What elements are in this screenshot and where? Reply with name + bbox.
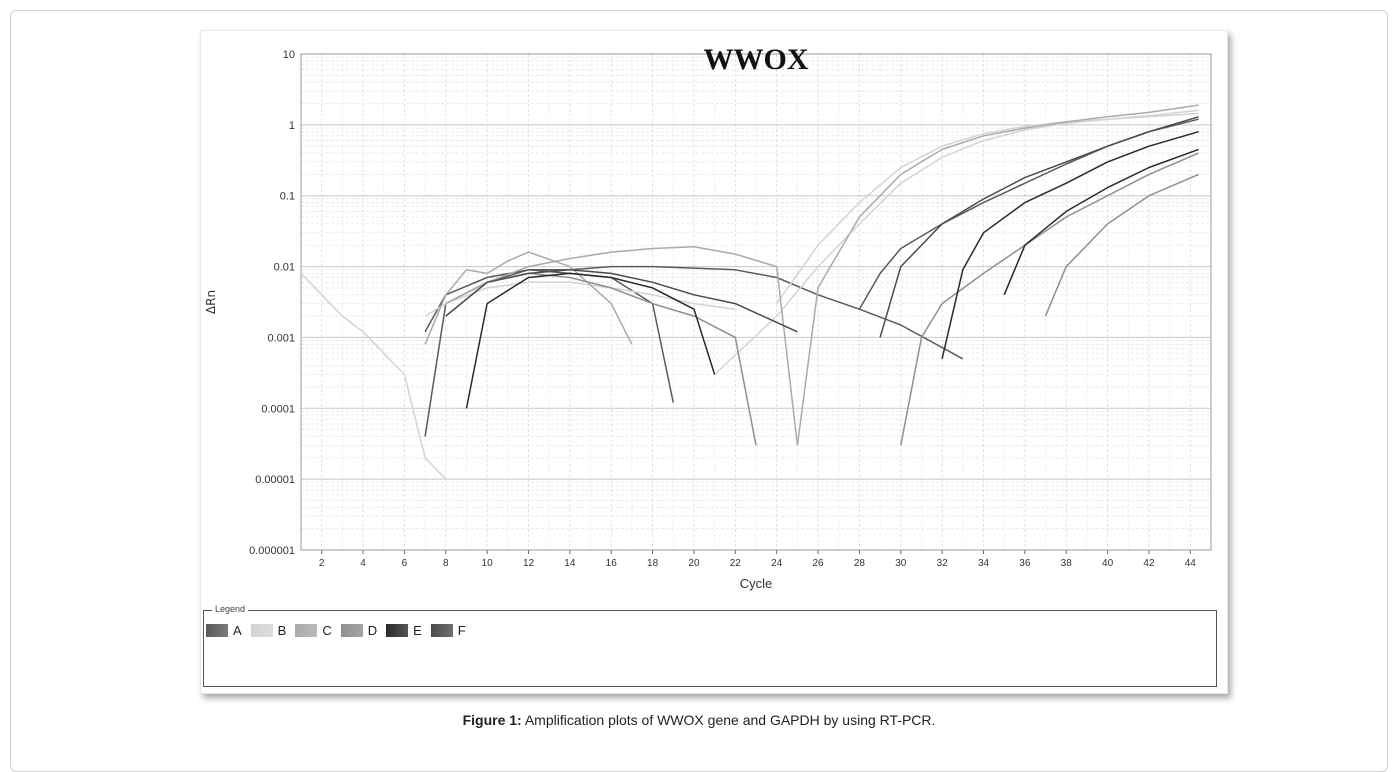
series-line-c — [424, 251, 633, 345]
y-tick-label: 10 — [283, 49, 295, 61]
x-tick-label: 18 — [647, 558, 659, 569]
x-tick-label: 26 — [812, 558, 824, 569]
legend-swatch — [295, 624, 318, 637]
x-tick-label: 36 — [1019, 558, 1031, 569]
legend-items: A B C D E F — [206, 623, 475, 638]
x-tick-label: 2 — [319, 558, 325, 569]
y-tick-label: 0.00001 — [255, 474, 295, 486]
caption-text: Amplification plots of WWOX gene and GAP… — [521, 712, 936, 728]
x-tick-label: 4 — [360, 558, 366, 569]
series-line-c — [796, 104, 1199, 446]
series-line-e — [941, 130, 1199, 359]
series-line-b — [424, 281, 736, 317]
series-line-b — [776, 112, 1199, 305]
chart-title: WWOX — [704, 43, 809, 76]
x-tick-label: 14 — [564, 558, 576, 569]
x-tick-label: 12 — [523, 558, 535, 569]
legend-item-a: A — [206, 623, 242, 638]
x-tick-label: 20 — [688, 558, 700, 569]
y-tick-label: 0.01 — [274, 262, 295, 274]
legend-item-c: C — [295, 623, 332, 638]
legend-label: B — [277, 623, 287, 638]
figure-caption: Figure 1: Amplification plots of WWOX ge… — [0, 712, 1398, 728]
series-line-f — [445, 269, 798, 333]
series-line-b — [300, 272, 447, 480]
legend-item-b: B — [250, 623, 287, 638]
legend-swatch — [206, 624, 228, 637]
series-line-e — [1003, 148, 1199, 296]
legend-box: Legend A B C D E F — [203, 604, 1217, 687]
x-axis-label: Cycle — [740, 576, 773, 591]
legend-swatch — [340, 624, 363, 637]
x-tick-label: 22 — [730, 558, 742, 569]
series-line-f — [879, 116, 1199, 338]
x-tick-label: 10 — [482, 558, 494, 569]
legend-swatch — [430, 624, 453, 637]
y-tick-label: 0.1 — [280, 191, 295, 203]
series-line-e — [465, 272, 716, 409]
y-tick-label: 0.001 — [267, 332, 295, 344]
x-tick-label: 24 — [771, 558, 783, 569]
legend-swatch — [386, 624, 409, 637]
x-tick-label: 8 — [443, 558, 449, 569]
plot-area-border — [300, 53, 1212, 551]
y-tick-label: 1 — [289, 120, 295, 132]
series-line-c — [445, 246, 799, 446]
legend-label: A — [233, 623, 242, 638]
caption-label: Figure 1: — [462, 712, 522, 728]
legend-item-d: D — [340, 623, 378, 638]
x-tick-label: 44 — [1185, 558, 1197, 569]
legend-label: E — [413, 623, 422, 638]
legend-title: Legend — [212, 604, 249, 614]
x-tick-label: 42 — [1143, 558, 1155, 569]
y-axis-label: ΔRn — [204, 290, 218, 314]
series-line-a — [858, 118, 1199, 310]
series-line-a — [424, 265, 964, 360]
x-tick-label: 34 — [978, 558, 990, 569]
legend-label: D — [367, 623, 378, 638]
legend-swatch — [250, 624, 273, 637]
y-tick-label: 0.0001 — [261, 403, 295, 415]
legend-label: F — [457, 623, 466, 638]
figure-panel: 10 1 0.1 0.01 0.001 0.0001 0.00001 0.000001 2 4 6 8… — [200, 30, 1228, 694]
x-tick-label: 16 — [606, 558, 618, 569]
series-line-d — [900, 152, 1199, 446]
y-tick-label: 0.000001 — [249, 545, 295, 557]
x-tick-label: 30 — [895, 558, 907, 569]
x-tick-label: 38 — [1061, 558, 1073, 569]
series-line-d — [1044, 173, 1199, 317]
legend-label: C — [322, 623, 332, 638]
x-tick-label: 6 — [402, 558, 408, 569]
x-tick-label: 28 — [854, 558, 866, 569]
x-tick-label: 32 — [937, 558, 949, 569]
legend-item-e: E — [386, 623, 422, 638]
x-tick-label: 40 — [1102, 558, 1114, 569]
legend-item-f: F — [430, 623, 466, 638]
series-line-b — [714, 109, 1199, 376]
